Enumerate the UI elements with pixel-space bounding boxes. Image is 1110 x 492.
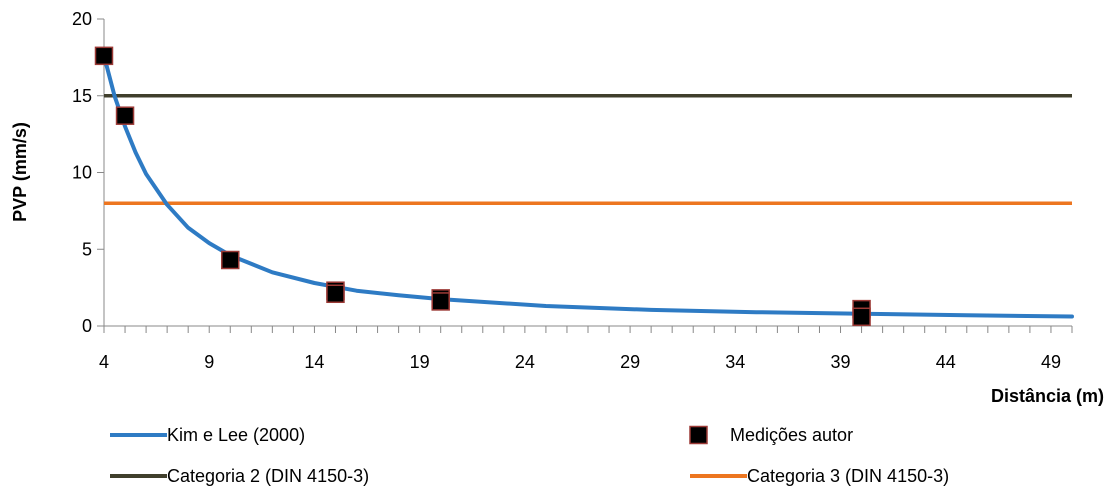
x-axis-title: Distância (m) bbox=[991, 386, 1104, 406]
y-tick-label: 0 bbox=[82, 316, 92, 336]
data-point bbox=[221, 250, 240, 270]
data-point bbox=[852, 307, 871, 327]
x-tick-label: 44 bbox=[936, 352, 956, 372]
y-axis-title: PVP (mm/s) bbox=[10, 122, 30, 222]
data-point bbox=[115, 106, 135, 125]
series-line-0 bbox=[102, 53, 1074, 319]
legend: Kim e Lee (2000) Medições autor Categoria … bbox=[110, 425, 949, 486]
legend-label-3: Categoria 3 (DIN 4150-3) bbox=[747, 466, 949, 486]
y-tick-label: 20 bbox=[72, 9, 92, 29]
legend-label-1: Medições autor bbox=[730, 425, 853, 445]
x-tick-label: 49 bbox=[1041, 352, 1061, 372]
legend-label-0: Kim e Lee (2000) bbox=[167, 425, 305, 445]
x-tick-label: 29 bbox=[620, 352, 640, 372]
x-tick-label: 14 bbox=[304, 352, 324, 372]
x-tick-label: 9 bbox=[204, 352, 214, 372]
data-point bbox=[326, 284, 345, 304]
data-point bbox=[94, 46, 114, 66]
model-curve bbox=[102, 53, 1074, 319]
legend-marker-1 bbox=[689, 425, 708, 445]
x-tick-label: 4 bbox=[99, 352, 109, 372]
x-tick-label: 34 bbox=[725, 352, 745, 372]
y-tick-label: 15 bbox=[72, 86, 92, 106]
x-tick-label: 39 bbox=[831, 352, 851, 372]
y-tick-label: 5 bbox=[82, 239, 92, 259]
legend-label-2: Categoria 2 (DIN 4150-3) bbox=[167, 466, 369, 486]
x-tick-label: 19 bbox=[410, 352, 430, 372]
reference-lines bbox=[104, 94, 1072, 205]
y-tick-label: 10 bbox=[72, 163, 92, 183]
data-point bbox=[431, 292, 450, 311]
x-tick-label: 24 bbox=[515, 352, 535, 372]
measurement-markers bbox=[94, 46, 871, 327]
